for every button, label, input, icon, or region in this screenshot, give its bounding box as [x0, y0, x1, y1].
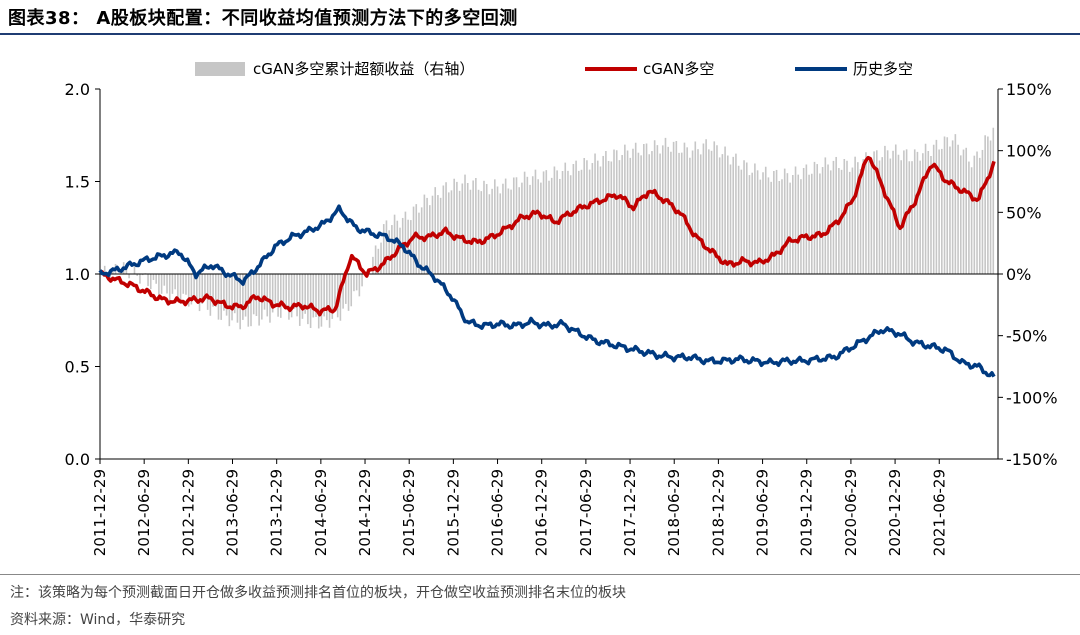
- y2tick-label-1: -100%: [1006, 388, 1058, 407]
- xtick-label-10: 2016-12-29: [533, 469, 551, 556]
- xtick-label-8: 2015-12-29: [444, 469, 462, 556]
- xtick-label-1: 2012-06-29: [135, 469, 153, 556]
- y2tick-label-0: -150%: [1006, 450, 1058, 469]
- xtick-label-4: 2013-12-29: [268, 469, 286, 556]
- series-cgan-line: [99, 155, 996, 317]
- legend-item-bar: cGAN多空累计超额收益（右轴）: [195, 58, 474, 79]
- series-history-line: [98, 204, 996, 378]
- chart-canvas: 0.0 0.5 1.0 1.5 2.0 -150% -100% -50% 0% 50% 100% 15…: [65, 80, 1058, 556]
- ytick-label-2: 1.0: [65, 265, 90, 284]
- ytick-label-4: 2.0: [65, 80, 90, 99]
- xtick-label-11: 2017-06-29: [577, 469, 595, 556]
- xtick-label-9: 2016-06-29: [489, 469, 507, 556]
- ytick-label-1: 0.5: [65, 358, 90, 377]
- chart-legend: cGAN多空累计超额收益（右轴） cGAN多空 历史多空: [0, 58, 1080, 82]
- xtick-label-17: 2020-06-29: [842, 469, 860, 556]
- figure-title: 图表38： A股板块配置：不同收益均值预测方法下的多空回测: [8, 8, 518, 29]
- ytick-label-3: 1.5: [65, 173, 90, 192]
- ytick-label-0: 0.0: [65, 450, 90, 469]
- xtick-label-14: 2018-12-29: [709, 469, 727, 556]
- legend-label-hist: 历史多空: [853, 60, 914, 78]
- xtick-label-12: 2017-12-29: [621, 469, 639, 556]
- xtick-label-5: 2014-06-29: [312, 469, 330, 556]
- y2tick-label-2: -50%: [1006, 327, 1047, 346]
- figure-source: 资料来源：Wind，华泰研究: [10, 612, 186, 628]
- xtick-label-18: 2020-12-29: [886, 469, 904, 556]
- figure-note: 注：该策略为每个预测截面日开仓做多收益预测排名首位的板块，开仓做空收益预测排名末…: [10, 585, 626, 601]
- xtick-label-16: 2019-12-29: [798, 469, 816, 556]
- xtick-label-3: 2013-06-29: [224, 469, 242, 556]
- y2tick-label-3: 0%: [1006, 265, 1031, 284]
- xtick-label-6: 2014-12-29: [356, 469, 374, 556]
- legend-item-cgan: cGAN多空: [585, 58, 714, 79]
- legend-swatch-bar: [195, 61, 245, 76]
- y2tick-label-5: 100%: [1006, 142, 1052, 161]
- y2tick-label-4: 50%: [1006, 203, 1042, 222]
- legend-swatch-cgan: [585, 66, 637, 71]
- footer-rule: [0, 574, 1080, 575]
- legend-label-cgan: cGAN多空: [643, 60, 715, 78]
- legend-item-hist: 历史多空: [795, 58, 913, 79]
- xtick-label-19: 2021-06-29: [930, 469, 948, 556]
- xtick-label-0: 2011-12-29: [91, 469, 109, 556]
- y2tick-label-6: 150%: [1006, 80, 1052, 99]
- xtick-label-15: 2019-06-29: [754, 469, 772, 556]
- xtick-label-7: 2015-06-29: [400, 469, 418, 556]
- legend-label-bar: cGAN多空累计超额收益（右轴）: [253, 60, 475, 78]
- xtick-label-2: 2012-12-29: [179, 469, 197, 556]
- xtick-label-13: 2018-06-29: [665, 469, 683, 556]
- title-rule: [0, 33, 1080, 35]
- legend-swatch-hist: [795, 66, 847, 71]
